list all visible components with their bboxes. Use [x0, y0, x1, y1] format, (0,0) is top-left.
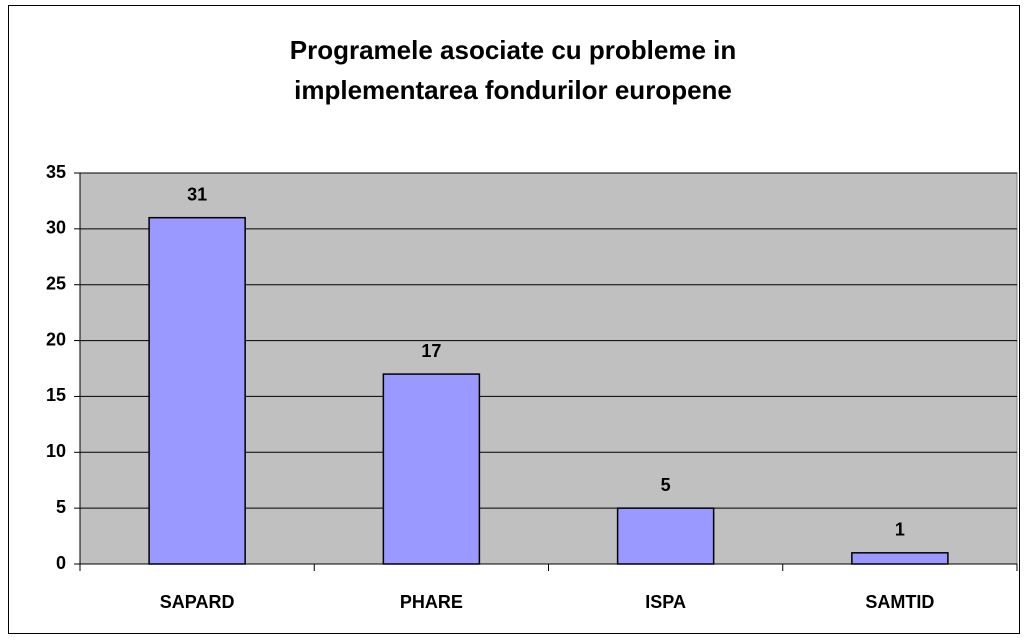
y-tick-label: 30 — [46, 218, 66, 238]
x-tick-label: SAMTID — [865, 592, 934, 612]
data-label: 31 — [187, 184, 207, 204]
bar — [148, 216, 246, 565]
x-tick-label: SAPARD — [160, 592, 235, 612]
y-tick-label: 15 — [46, 385, 66, 405]
data-label: 5 — [661, 475, 671, 495]
bar — [616, 507, 715, 565]
x-tick-label: ISPA — [645, 592, 686, 612]
bar — [382, 373, 481, 565]
data-label: 1 — [895, 520, 905, 540]
chart-title: Programele asociate cu probleme in imple… — [289, 35, 737, 105]
data-label: 17 — [421, 341, 441, 361]
x-tick-label: PHARE — [400, 592, 463, 612]
y-tick-label: 35 — [46, 162, 66, 182]
y-tick-label: 10 — [46, 441, 66, 461]
y-tick-label: 0 — [56, 553, 66, 573]
bar — [851, 552, 949, 565]
y-tick-label: 25 — [46, 273, 66, 293]
y-tick-label: 5 — [56, 497, 66, 517]
y-tick-label: 20 — [46, 329, 66, 349]
